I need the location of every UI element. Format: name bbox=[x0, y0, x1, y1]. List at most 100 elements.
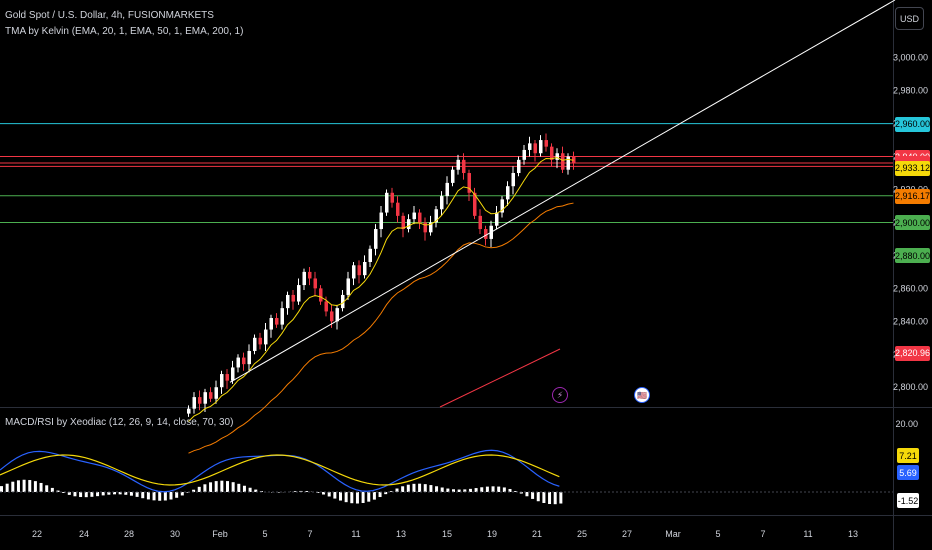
indicator-legend[interactable]: TMA by Kelvin (EMA, 20, 1, EMA, 50, 1, E… bbox=[5, 26, 244, 37]
candle-body bbox=[357, 265, 361, 276]
price-tick-label: 2,800.00 bbox=[893, 382, 928, 392]
candle-body bbox=[264, 329, 268, 345]
ema200-line bbox=[439, 348, 561, 408]
ema50-line bbox=[188, 202, 574, 454]
ema20-line bbox=[188, 157, 574, 422]
time-tick-label: 7 bbox=[760, 529, 765, 539]
time-tick-label: 15 bbox=[442, 529, 452, 539]
candle-body bbox=[445, 182, 449, 197]
time-tick-label: 24 bbox=[79, 529, 89, 539]
candle-body bbox=[209, 392, 213, 399]
macd-histogram-bar bbox=[220, 480, 224, 492]
candle-body bbox=[297, 285, 301, 302]
candle-body bbox=[484, 229, 488, 239]
macd-histogram-bar bbox=[101, 492, 105, 496]
macd-histogram-bar bbox=[299, 490, 303, 492]
candle-body bbox=[231, 367, 235, 381]
macd-histogram-bar bbox=[327, 492, 331, 497]
time-tick-label: 22 bbox=[32, 529, 42, 539]
macd-histogram-bar bbox=[175, 492, 179, 498]
macd-histogram-bar bbox=[412, 483, 416, 492]
time-tick-label: 7 bbox=[307, 529, 312, 539]
candle-body bbox=[544, 140, 548, 147]
macd-histogram-bar bbox=[169, 492, 173, 500]
macd-histogram-bar bbox=[118, 492, 122, 495]
price-label-badge: 2,820.96 bbox=[895, 345, 930, 361]
candle-body bbox=[418, 212, 422, 223]
macd-histogram-bar bbox=[339, 492, 342, 501]
candle-body bbox=[319, 288, 323, 302]
macd-histogram-bar bbox=[372, 492, 376, 500]
candle-body bbox=[566, 156, 570, 170]
time-tick-label: 21 bbox=[532, 529, 542, 539]
macd-histogram-bar bbox=[525, 492, 529, 497]
macd-histogram-bar bbox=[418, 483, 422, 492]
macd-histogram-bar bbox=[519, 492, 523, 494]
macd-histogram-bar bbox=[33, 481, 37, 492]
candle-body bbox=[203, 392, 207, 404]
macd-histogram-bar bbox=[367, 492, 371, 502]
macd-histogram-bar bbox=[440, 487, 444, 492]
macd-histogram-bar bbox=[305, 491, 309, 492]
macd-histogram-bar bbox=[355, 492, 359, 504]
candle-body bbox=[550, 146, 554, 160]
lightning-event-icon[interactable]: ⚡ bbox=[552, 387, 568, 403]
macd-histogram-bar bbox=[322, 492, 326, 495]
candle-body bbox=[313, 278, 317, 289]
macd-histogram-bar bbox=[67, 492, 71, 495]
macd-legend[interactable]: MACD/RSI by Xeodiac (12, 26, 9, 14, clos… bbox=[5, 417, 234, 428]
macd-histogram-bar bbox=[401, 486, 405, 492]
macd-histogram-bar bbox=[135, 492, 139, 497]
candle-body bbox=[379, 212, 383, 230]
candle-body bbox=[363, 261, 367, 276]
candle-body bbox=[478, 215, 482, 230]
macd-histogram-bar bbox=[514, 491, 518, 492]
candle-body bbox=[198, 397, 202, 404]
time-tick-label: 25 bbox=[577, 529, 587, 539]
macd-histogram-bar bbox=[542, 492, 546, 503]
price-label-badge: 2,960.00 bbox=[895, 116, 930, 132]
candle-body bbox=[225, 374, 229, 381]
macd-histogram-bar bbox=[0, 486, 3, 492]
macd-tick-label: 20.00 bbox=[895, 419, 918, 429]
macd-histogram-bar bbox=[79, 492, 83, 498]
price-tick-label: 3,000.00 bbox=[893, 53, 928, 63]
macd-histogram-bar bbox=[474, 488, 478, 492]
time-tick-label: 19 bbox=[487, 529, 497, 539]
candle-body bbox=[440, 196, 444, 210]
candle-body bbox=[407, 219, 411, 230]
trend-line bbox=[229, 0, 896, 383]
macd-histogram-bar bbox=[197, 486, 201, 492]
candle-body bbox=[269, 318, 273, 330]
macd-histogram-bar bbox=[395, 488, 399, 492]
time-tick-label: 5 bbox=[262, 529, 267, 539]
price-tick-label: 2,980.00 bbox=[893, 86, 928, 96]
macd-histogram-bar bbox=[254, 489, 258, 492]
macd-histogram-bar bbox=[468, 488, 472, 492]
macd-histogram-bar bbox=[389, 491, 393, 492]
us-flag-event-icon[interactable]: 🇺🇸 bbox=[634, 387, 650, 403]
macd-histogram-bar bbox=[378, 492, 382, 498]
price-tick-label: 2,840.00 bbox=[893, 316, 928, 326]
price-tick-label: 2,860.00 bbox=[893, 283, 928, 293]
macd-histogram-bar bbox=[163, 492, 167, 501]
macd-histogram-bar bbox=[39, 482, 43, 492]
currency-button[interactable]: USD bbox=[895, 7, 924, 30]
candle-body bbox=[506, 186, 510, 200]
price-label-badge: 2,933.12 bbox=[895, 160, 930, 176]
macd-histogram-bar bbox=[248, 487, 252, 492]
candle-body bbox=[539, 140, 543, 154]
macd-histogram-bar bbox=[536, 492, 540, 502]
macd-histogram-bar bbox=[129, 492, 133, 496]
candle-body bbox=[412, 212, 416, 220]
macd-histogram-bar bbox=[344, 492, 348, 503]
macd-histogram-bar bbox=[231, 482, 235, 492]
candle-body bbox=[324, 301, 328, 312]
macd-histogram-bar bbox=[452, 489, 455, 492]
macd-histogram-bar bbox=[242, 485, 246, 492]
macd-histogram-bar bbox=[209, 482, 213, 492]
macd-histogram-bar bbox=[186, 492, 190, 493]
candle-body bbox=[302, 271, 306, 286]
candle-body bbox=[522, 149, 526, 160]
